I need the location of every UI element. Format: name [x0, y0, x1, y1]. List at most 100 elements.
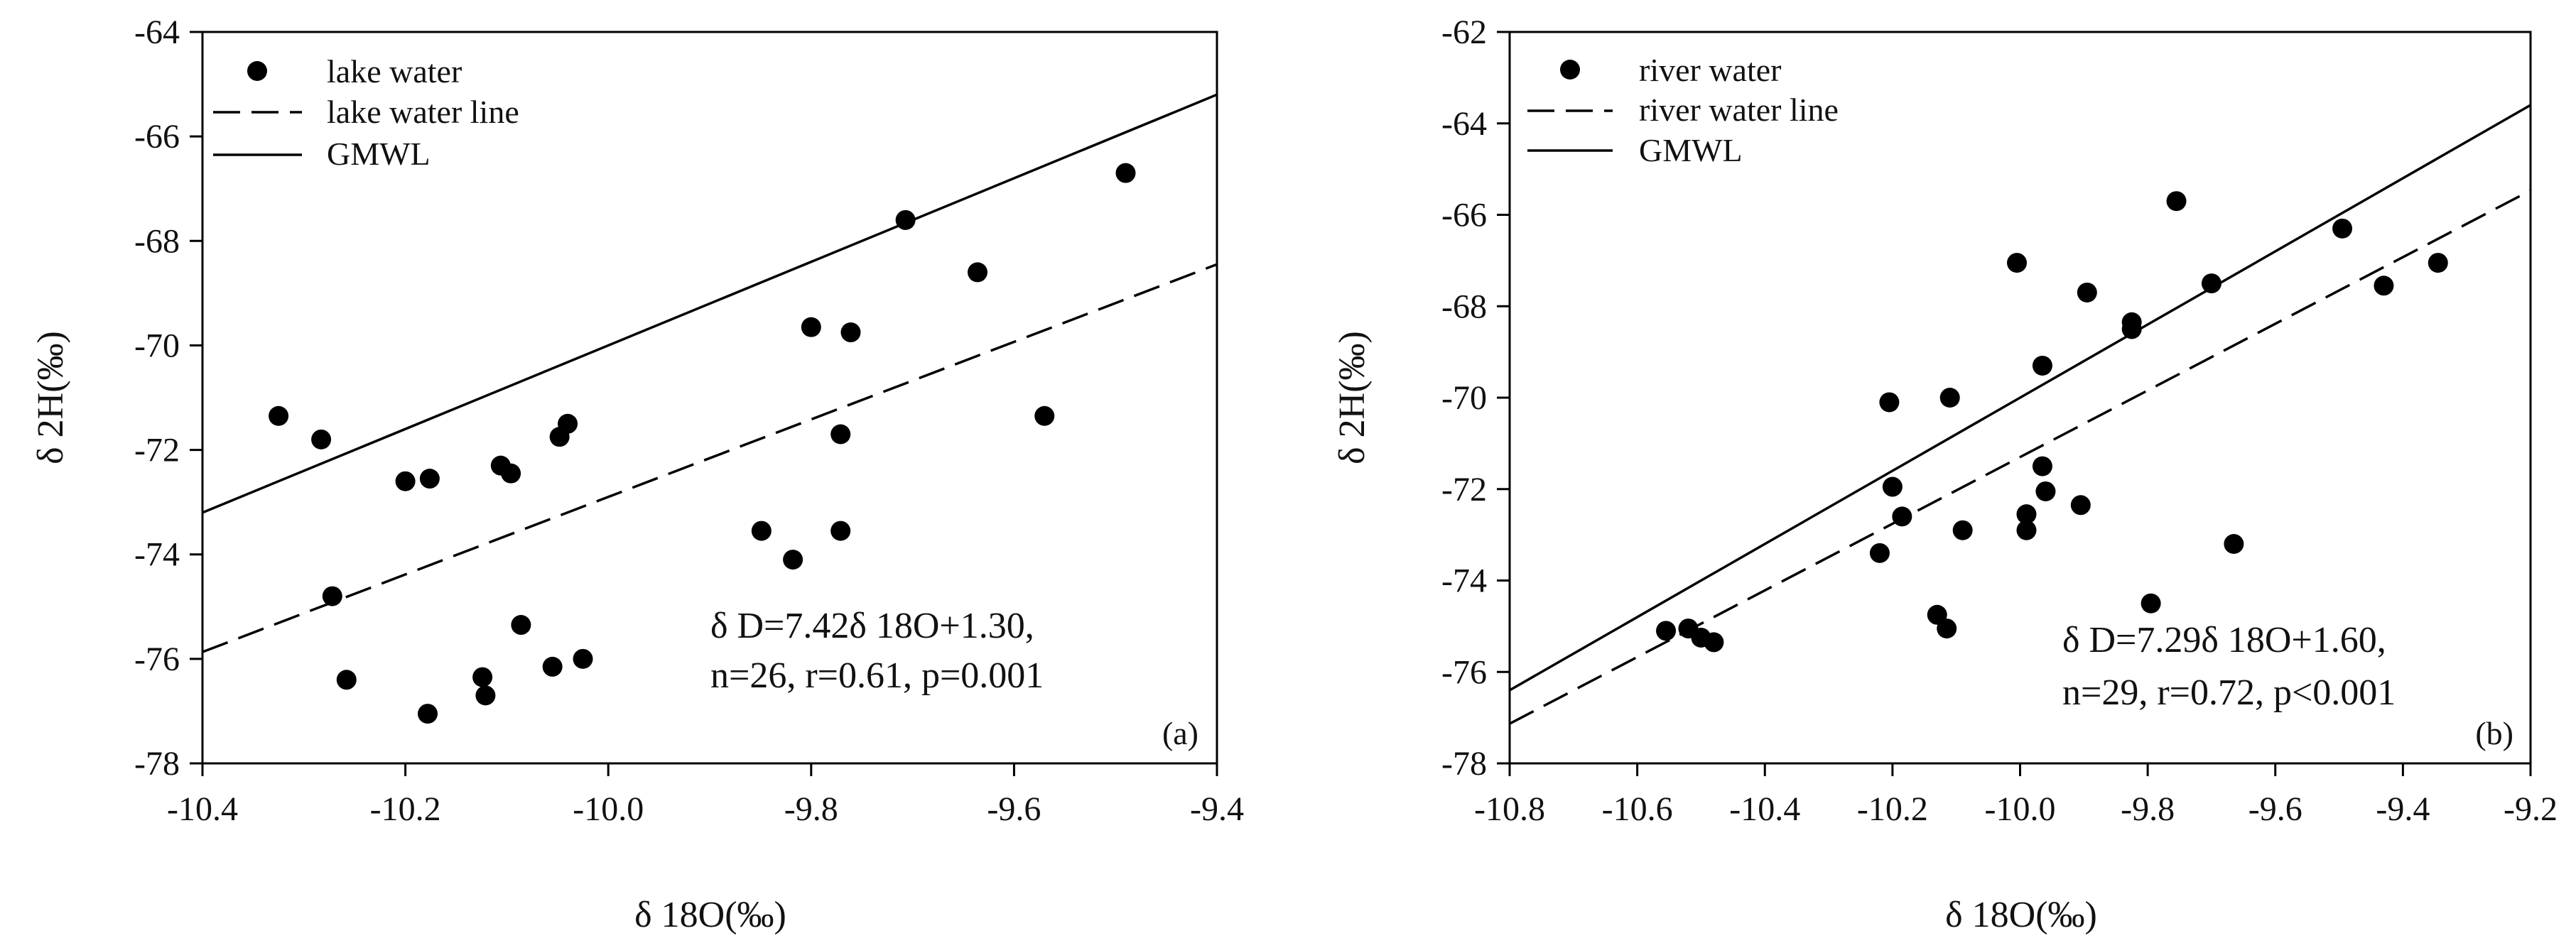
data-point [542, 656, 563, 677]
data-point [967, 262, 987, 283]
x-tick-label: -10.0 [1985, 790, 2056, 828]
data-point [1937, 619, 1957, 639]
x-tick-label: -10.2 [370, 790, 441, 828]
x-tick-label: -10.0 [573, 790, 644, 828]
data-point [472, 667, 493, 687]
data-point [1869, 543, 1890, 563]
x-tick-label: -9.4 [1190, 790, 1244, 828]
x-ticks-b: -10.8 -10.6 -10.4 -10.2 -10.0 -9.8 -9.6 -9.4 -9.… [1474, 763, 2558, 828]
legend-gmwl-label-a: GMWL [327, 136, 431, 172]
river-water-points [1656, 191, 2448, 653]
data-point [2374, 276, 2394, 296]
gmwl-line-b [1510, 104, 2531, 692]
data-point [2121, 319, 2142, 339]
data-point [2141, 593, 2161, 614]
y-tick-label: -78 [1441, 745, 1487, 783]
data-point [1704, 632, 1724, 653]
data-point [2016, 504, 2037, 525]
x-tick-label: -10.2 [1857, 790, 1928, 828]
legend-a: lake water lake water line GMWL [213, 53, 519, 172]
data-point [2007, 253, 2028, 273]
data-point [1892, 506, 1912, 527]
data-point [1882, 476, 1903, 497]
y-tick-label: -70 [1441, 379, 1487, 417]
data-point [511, 615, 531, 636]
y-tick-label: -76 [1441, 653, 1487, 691]
x-ticks-a: -10.4 -10.2 -10.0 -9.8 -9.6 -9.4 [167, 763, 1244, 828]
y-tick-label: -78 [134, 745, 180, 783]
data-point [2201, 273, 2221, 294]
y-tick-label: -64 [134, 13, 180, 51]
data-point [501, 463, 521, 484]
data-point [830, 424, 851, 445]
data-point [840, 322, 861, 343]
legend-lake-water-marker [247, 61, 267, 81]
data-point [1034, 405, 1055, 426]
y-tick-label: -74 [1441, 562, 1487, 600]
legend-river-water-line-label: river water line [1639, 92, 1839, 128]
x-tick-label: -10.8 [1474, 790, 1545, 828]
river-water-line [1510, 189, 2531, 725]
x-tick-label: -10.6 [1602, 790, 1673, 828]
legend-gmwl-label-b: GMWL [1639, 132, 1743, 168]
gmwl-line-a [202, 93, 1217, 514]
data-point [1939, 388, 1960, 408]
data-point [322, 586, 342, 606]
equation-b-line1: δ D=7.29δ 18O+1.60, [2062, 620, 2386, 660]
y-tick-label: -62 [1441, 13, 1487, 51]
data-point [419, 469, 440, 489]
x-tick-label: -9.6 [987, 790, 1041, 828]
equation-b-line2: n=29, r=0.72, p<0.001 [2062, 672, 2396, 713]
data-point [2032, 456, 2052, 476]
plot-frame-a [201, 31, 1218, 765]
x-axis-title-b: δ 18O(‰) [1945, 895, 2097, 935]
data-point [1656, 621, 1677, 641]
x-tick-label: -9.8 [784, 790, 838, 828]
x-tick-label: -9.2 [2504, 790, 2558, 828]
x-tick-label: -9.4 [2376, 790, 2430, 828]
data-point [751, 521, 772, 541]
data-point [895, 209, 916, 230]
data-point [2035, 481, 2056, 501]
data-point [475, 685, 496, 706]
data-point [2032, 355, 2052, 376]
data-point [573, 648, 593, 669]
data-point [395, 471, 416, 491]
x-tick-label: -10.4 [167, 790, 238, 828]
y-tick-label: -66 [1441, 197, 1487, 234]
x-tick-label: -10.4 [1729, 790, 1800, 828]
x-axis-title-a: δ 18O(‰) [634, 895, 786, 935]
panel-label-b: (b) [2475, 715, 2513, 751]
y-tick-label: -70 [134, 327, 180, 364]
legend-river-water-label: river water [1639, 52, 1782, 88]
data-point [2166, 191, 2187, 212]
data-point [2224, 534, 2244, 554]
data-point [1115, 163, 1136, 183]
data-point [269, 405, 289, 426]
y-ticks-a: -78 -76 -74 -72 -70 -68 -66 -64 [134, 13, 202, 783]
data-point [418, 704, 438, 724]
panel-a: -10.4 -10.2 -10.0 -9.8 -9.6 -9.4 -78 -76 -74 -72… [31, 13, 1244, 935]
y-axis-title-b: δ 2H(‰) [1332, 331, 1373, 464]
y-tick-label: -66 [134, 118, 180, 156]
x-tick-label: -9.8 [2121, 790, 2175, 828]
panel-b: -10.8 -10.6 -10.4 -10.2 -10.0 -9.8 -9.6 -9.4 -9.… [1332, 13, 2558, 935]
data-point [783, 550, 803, 570]
data-point [1952, 520, 1973, 540]
legend-lake-water-line-label: lake water line [327, 94, 519, 130]
data-point [2428, 253, 2448, 273]
data-point [2332, 218, 2353, 239]
equation-a-line2: n=26, r=0.61, p=0.001 [710, 655, 1044, 696]
y-tick-label: -74 [134, 536, 180, 574]
lake-water-line [202, 263, 1217, 653]
y-tick-label: -68 [1441, 288, 1487, 325]
y-tick-label: -72 [134, 432, 180, 469]
y-ticks-b: -78 -76 -74 -72 -70 -68 -66 -64 -62 [1441, 13, 1510, 783]
data-point [2077, 282, 2097, 303]
data-point [830, 521, 851, 541]
legend-b: river water river water line GMWL [1527, 52, 1839, 168]
data-point [558, 413, 578, 434]
data-point [801, 317, 821, 337]
data-point [2016, 520, 2037, 540]
